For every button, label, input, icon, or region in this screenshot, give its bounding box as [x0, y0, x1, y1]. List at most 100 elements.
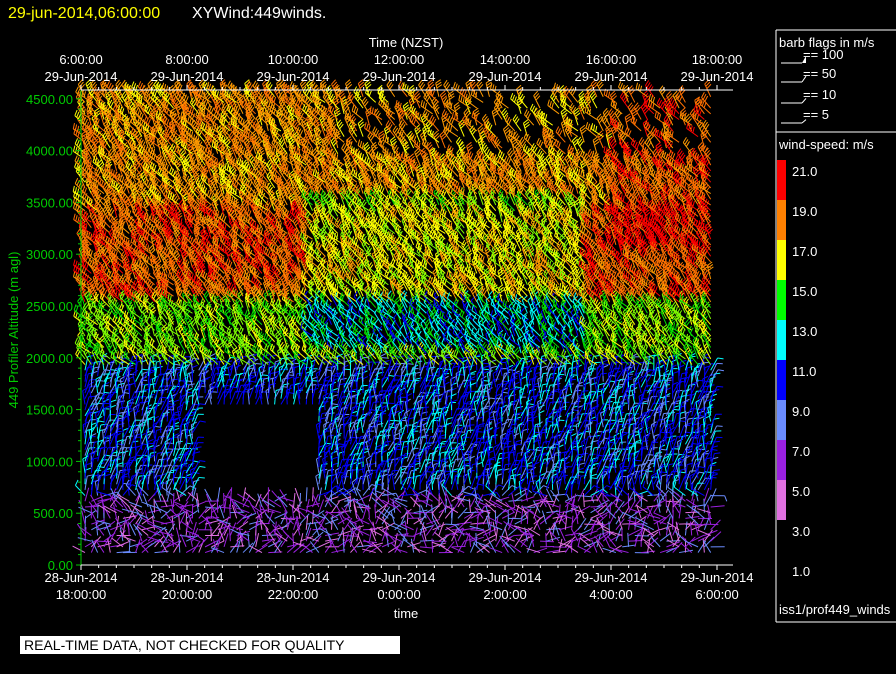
barb-feather	[147, 118, 151, 125]
barb-staff	[90, 466, 100, 479]
barb-feather	[98, 299, 101, 306]
barb-feather	[103, 289, 108, 296]
wind-barb	[73, 145, 86, 160]
barb-feather	[112, 314, 116, 321]
barb-staff	[97, 471, 104, 485]
barb-staff	[84, 362, 91, 377]
barb-feather	[81, 334, 84, 342]
barb-feather	[173, 399, 180, 403]
barb-feather	[149, 338, 153, 345]
barb-feather	[77, 276, 81, 282]
barb-feather	[93, 261, 97, 268]
barb-feather	[75, 215, 78, 222]
wind-barb	[72, 545, 86, 554]
barb-staff	[90, 413, 94, 428]
barb-feather	[148, 442, 155, 445]
wind-barb	[78, 499, 86, 513]
barb-feather	[123, 350, 126, 357]
barb-feather	[117, 462, 124, 465]
barb-feather	[151, 340, 155, 347]
barb-feather	[81, 115, 85, 122]
barb-feather	[118, 400, 125, 403]
barb-feather	[76, 342, 81, 348]
barb-staff	[97, 430, 101, 445]
barb-feather	[110, 399, 117, 403]
barb-feather	[73, 304, 77, 311]
barb-feather	[84, 164, 88, 171]
barb-feather	[138, 260, 141, 267]
barb-feather	[123, 237, 126, 244]
barb-staff	[84, 379, 91, 394]
barb-feather	[150, 451, 157, 454]
barb-feather	[85, 341, 91, 347]
barb-feather	[73, 145, 76, 152]
barb-feather	[108, 99, 113, 106]
barb-feather	[143, 115, 148, 122]
barb-staff	[81, 510, 86, 525]
header-title: XYWind:449winds.	[192, 5, 326, 22]
barb-feather	[140, 113, 144, 120]
barb-feather	[166, 164, 169, 171]
barb-feather	[156, 366, 163, 369]
wind-barb	[91, 539, 99, 553]
barb-feather	[87, 83, 93, 89]
barb-feather	[141, 368, 149, 371]
barb-feather	[81, 209, 84, 217]
barb-feather	[82, 162, 86, 169]
wind-barb	[91, 519, 105, 525]
wind-barb	[153, 519, 168, 525]
barb-staff	[82, 424, 86, 439]
barb-feather	[95, 168, 100, 174]
barb-feather	[183, 469, 190, 472]
barb-feather	[163, 189, 167, 196]
barb-feather	[83, 227, 87, 235]
wind-barb	[84, 395, 96, 411]
wind-barb	[82, 455, 89, 473]
barb-feather	[90, 250, 93, 257]
barb-feather	[76, 179, 80, 186]
wind-barb	[72, 185, 86, 200]
barb-staff	[95, 540, 105, 553]
wind-barb	[84, 487, 90, 502]
barb-staff	[96, 491, 111, 497]
wind-barb	[95, 540, 105, 553]
barb-staff	[84, 442, 91, 456]
barb-feather	[133, 282, 138, 288]
barb-feather	[83, 150, 88, 157]
barb-feather	[75, 165, 80, 172]
barb-staff	[154, 385, 161, 399]
barb-feather	[81, 89, 84, 96]
barb-feather	[100, 226, 103, 233]
barb-feather	[138, 478, 144, 483]
barb-feather	[82, 117, 87, 123]
barb-feather	[167, 322, 170, 329]
barb-feather	[78, 339, 82, 346]
barb-staff	[161, 493, 168, 508]
wind-barb	[116, 541, 130, 548]
barb-feather	[76, 88, 81, 95]
barb-feather	[149, 253, 152, 260]
barb-feather	[78, 113, 82, 120]
barb-staff	[88, 384, 92, 399]
barb-staff	[77, 537, 92, 542]
wind-barb	[142, 493, 149, 508]
barb-feather	[84, 187, 88, 194]
barb-feather	[75, 260, 78, 267]
barb-feather	[150, 346, 153, 353]
barb-feather	[85, 224, 88, 231]
barb-staff	[91, 500, 105, 508]
barb-feather	[83, 136, 88, 143]
wind-barb	[79, 526, 92, 536]
barb-feather	[83, 108, 86, 115]
barb-feather	[120, 406, 127, 409]
barb-feather	[121, 176, 125, 183]
barb-feather	[83, 211, 86, 218]
barb-feather	[144, 178, 148, 184]
barb-staff	[90, 511, 99, 525]
barb-staff	[90, 362, 96, 377]
wind-barb	[72, 122, 86, 138]
barb-feather	[144, 255, 148, 262]
barb-feather	[104, 229, 107, 236]
barb-feather	[81, 319, 86, 326]
barb-feather	[79, 81, 84, 87]
